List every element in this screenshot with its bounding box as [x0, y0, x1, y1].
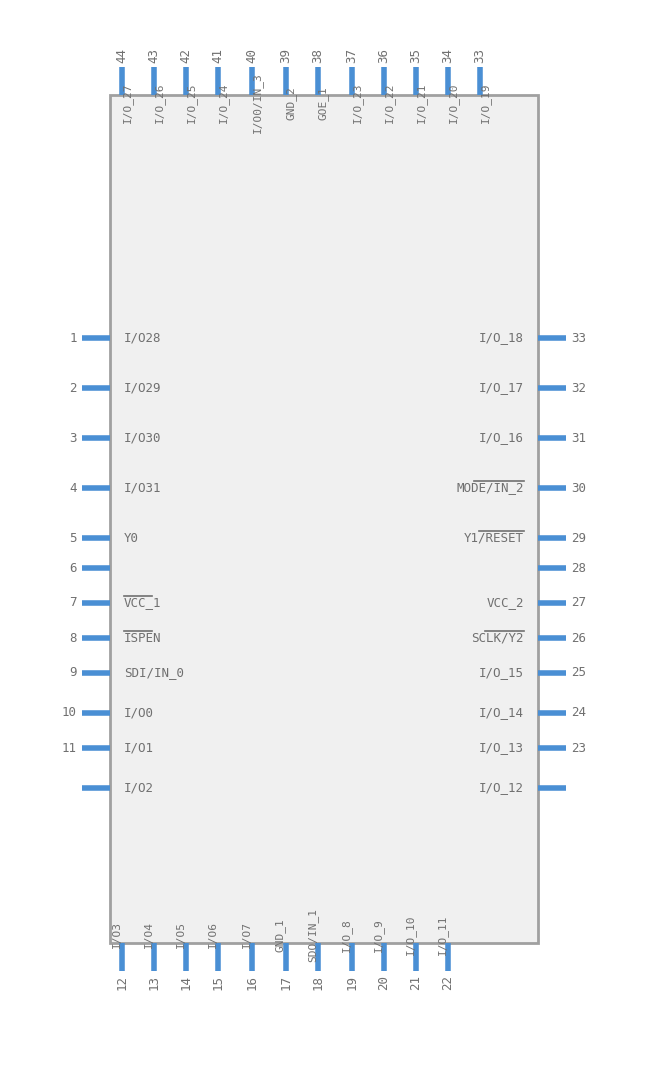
Text: I/O_17: I/O_17 [479, 382, 524, 395]
Text: I/O7: I/O7 [242, 922, 252, 949]
Text: I/O5: I/O5 [176, 922, 186, 949]
Text: 30: 30 [571, 482, 586, 495]
Text: I/O_24: I/O_24 [218, 83, 229, 123]
Text: Y1/RESET: Y1/RESET [464, 532, 524, 544]
Text: I/O_23: I/O_23 [352, 83, 363, 123]
Text: MODE/IN_2: MODE/IN_2 [456, 482, 524, 495]
Text: 25: 25 [571, 667, 586, 680]
Text: 2: 2 [69, 382, 77, 395]
Text: 18: 18 [312, 975, 325, 990]
Text: 15: 15 [211, 975, 224, 990]
Text: I/O3: I/O3 [112, 922, 122, 949]
Text: I/O0/IN_3: I/O0/IN_3 [252, 73, 263, 134]
Text: 9: 9 [69, 667, 77, 680]
Text: 7: 7 [69, 596, 77, 609]
Text: I/O_21: I/O_21 [416, 83, 427, 123]
Text: 16: 16 [246, 975, 259, 990]
Text: I/O_14: I/O_14 [479, 706, 524, 719]
Text: 6: 6 [69, 561, 77, 574]
Text: 43: 43 [148, 48, 161, 63]
Text: I/O28: I/O28 [124, 332, 161, 345]
Text: I/O_22: I/O_22 [384, 83, 395, 123]
Text: 27: 27 [571, 596, 586, 609]
Text: 11: 11 [62, 742, 77, 754]
Text: 37: 37 [345, 48, 358, 63]
Text: 32: 32 [571, 382, 586, 395]
Text: I/O1: I/O1 [124, 742, 154, 754]
Text: I/O_27: I/O_27 [122, 83, 133, 123]
Text: GND_1: GND_1 [275, 918, 286, 952]
Text: 40: 40 [246, 48, 259, 63]
Text: I/O_10: I/O_10 [405, 915, 416, 955]
Text: I/O_15: I/O_15 [479, 667, 524, 680]
Text: I/O_25: I/O_25 [186, 83, 197, 123]
Text: ISPEN: ISPEN [124, 631, 161, 644]
Text: GOE_1: GOE_1 [318, 86, 329, 120]
Text: 24: 24 [571, 706, 586, 719]
Text: 14: 14 [179, 975, 192, 990]
Text: I/O30: I/O30 [124, 432, 161, 445]
Text: 12: 12 [115, 975, 128, 990]
Text: I/O_16: I/O_16 [479, 432, 524, 445]
Text: I/O_11: I/O_11 [437, 915, 448, 955]
Text: Y0: Y0 [124, 532, 139, 544]
Text: 29: 29 [571, 532, 586, 544]
Text: 26: 26 [571, 631, 586, 644]
Bar [110, 95, 538, 943]
Text: 38: 38 [312, 48, 325, 63]
Text: SCLK/Y2: SCLK/Y2 [472, 631, 524, 644]
Text: VCC_2: VCC_2 [487, 596, 524, 609]
Text: I/O2: I/O2 [124, 781, 154, 794]
Text: I/O_26: I/O_26 [154, 83, 165, 123]
Text: I/O0: I/O0 [124, 706, 154, 719]
Text: 19: 19 [345, 975, 358, 990]
Text: 35: 35 [410, 48, 422, 63]
Text: I/O_19: I/O_19 [480, 83, 491, 123]
Text: I/O_12: I/O_12 [479, 781, 524, 794]
Text: SDI/IN_0: SDI/IN_0 [124, 667, 184, 680]
Text: 23: 23 [571, 742, 586, 754]
Text: GND_2: GND_2 [286, 86, 297, 120]
Text: 33: 33 [474, 48, 487, 63]
Text: 36: 36 [378, 48, 391, 63]
Text: 4: 4 [69, 482, 77, 495]
Text: 17: 17 [279, 975, 292, 990]
Text: SDO/IN_1: SDO/IN_1 [307, 908, 318, 962]
Text: I/O_9: I/O_9 [373, 918, 384, 952]
Text: I/O_13: I/O_13 [479, 742, 524, 754]
Text: I/O_18: I/O_18 [479, 332, 524, 345]
Text: 42: 42 [179, 48, 192, 63]
Text: I/O31: I/O31 [124, 482, 161, 495]
Text: I/O4: I/O4 [144, 922, 154, 949]
Text: 20: 20 [378, 975, 391, 990]
Text: 39: 39 [279, 48, 292, 63]
Text: I/O29: I/O29 [124, 382, 161, 395]
Text: 8: 8 [69, 631, 77, 644]
Text: 34: 34 [441, 48, 454, 63]
Text: 22: 22 [441, 975, 454, 990]
Text: 10: 10 [62, 706, 77, 719]
Text: 31: 31 [571, 432, 586, 445]
Text: 21: 21 [410, 975, 422, 990]
Text: 3: 3 [69, 432, 77, 445]
Text: I/O_8: I/O_8 [341, 918, 352, 952]
Text: 33: 33 [571, 332, 586, 345]
Text: 28: 28 [571, 561, 586, 574]
Text: VCC_1: VCC_1 [124, 596, 161, 609]
Text: I/O6: I/O6 [208, 922, 218, 949]
Text: I/O_20: I/O_20 [448, 83, 459, 123]
Text: 44: 44 [115, 48, 128, 63]
Text: 1: 1 [69, 332, 77, 345]
Text: 41: 41 [211, 48, 224, 63]
Text: 13: 13 [148, 975, 161, 990]
Text: 5: 5 [69, 532, 77, 544]
